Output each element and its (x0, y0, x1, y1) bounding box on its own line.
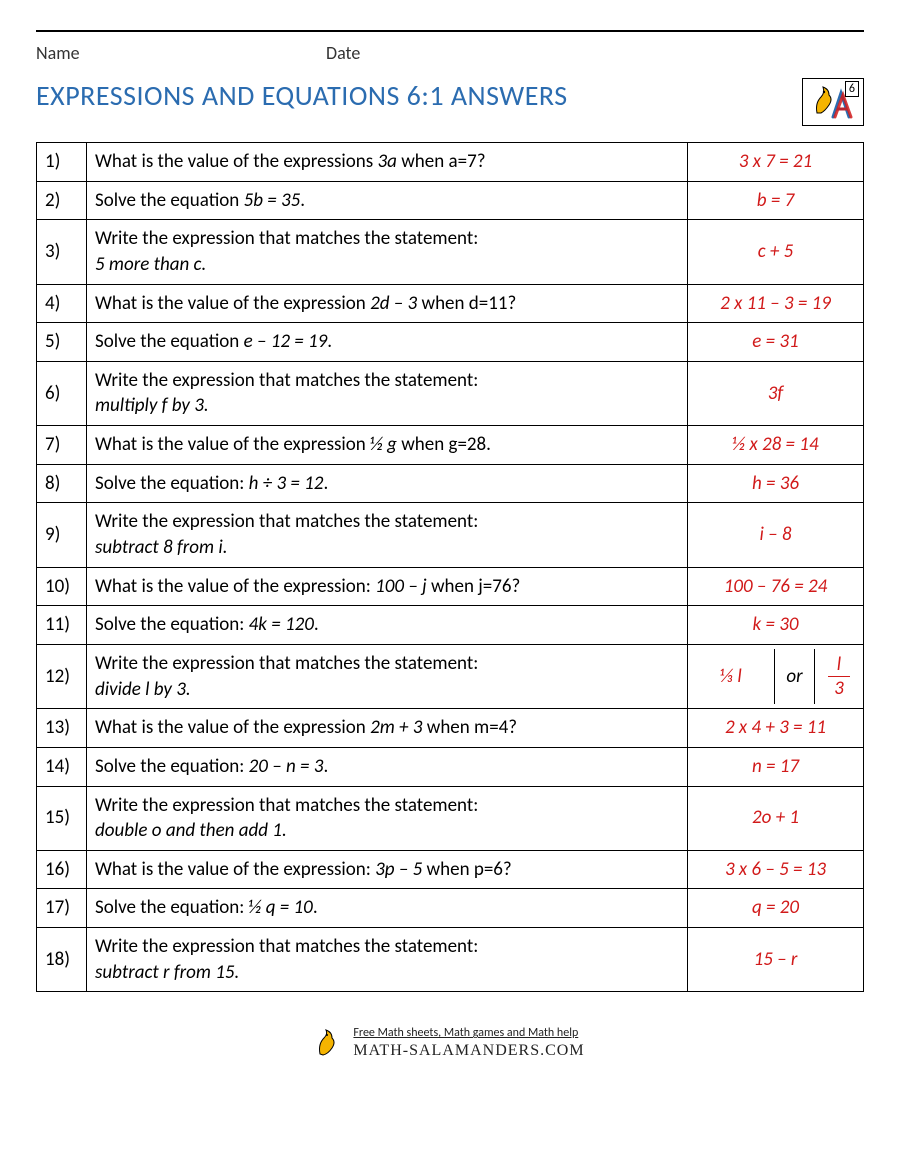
header-row: EXPRESSIONS AND EQUATIONS 6:1 ANSWERS 6 (36, 78, 864, 126)
table-row: 9)Write the expression that matches the … (37, 503, 864, 567)
footer: Free Math sheets, Math games and Math he… (36, 1026, 864, 1063)
answer-cell: 15 – r (688, 928, 864, 992)
question-cell: Solve the equation: 4k = 120. (87, 606, 688, 645)
row-number: 9) (37, 503, 87, 567)
question-cell: Write the expression that matches the st… (87, 361, 688, 425)
brand-logo: 6 (802, 78, 864, 126)
question-cell: What is the value of the expression: 3p … (87, 850, 688, 889)
page-title: EXPRESSIONS AND EQUATIONS 6:1 ANSWERS (36, 78, 568, 113)
row-number: 4) (37, 284, 87, 323)
row-number: 2) (37, 181, 87, 220)
table-row: 10)What is the value of the expression: … (37, 567, 864, 606)
question-cell: Solve the equation: ½ q = 10. (87, 889, 688, 928)
top-fields: Name Date (36, 30, 864, 64)
answer-cell: ⅓ lorl3 (688, 644, 864, 708)
row-number: 5) (37, 323, 87, 362)
table-row: 16)What is the value of the expression: … (37, 850, 864, 889)
table-row: 8)Solve the equation: h ÷ 3 = 12.h = 36 (37, 464, 864, 503)
answer-cell: 100 – 76 = 24 (688, 567, 864, 606)
answer-cell: 3f (688, 361, 864, 425)
row-number: 7) (37, 426, 87, 465)
question-cell: What is the value of the expressions 3a … (87, 143, 688, 182)
answer-cell: h = 36 (688, 464, 864, 503)
question-cell: Solve the equation e – 12 = 19. (87, 323, 688, 362)
row-number: 8) (37, 464, 87, 503)
footer-text: Free Math sheets, Math games and Math he… (353, 1026, 584, 1060)
table-row: 6)Write the expression that matches the … (37, 361, 864, 425)
answer-cell: k = 30 (688, 606, 864, 645)
question-cell: What is the value of the expression 2m +… (87, 709, 688, 748)
question-cell: What is the value of the expression ½ g … (87, 426, 688, 465)
table-row: 15)Write the expression that matches the… (37, 786, 864, 850)
date-label: Date (326, 42, 360, 64)
row-number: 16) (37, 850, 87, 889)
question-cell: What is the value of the expression 2d –… (87, 284, 688, 323)
answer-cell: 2 x 11 – 3 = 19 (688, 284, 864, 323)
table-row: 18)Write the expression that matches the… (37, 928, 864, 992)
row-number: 14) (37, 747, 87, 786)
table-row: 1)What is the value of the expressions 3… (37, 143, 864, 182)
answer-cell: e = 31 (688, 323, 864, 362)
answer-cell: i – 8 (688, 503, 864, 567)
table-row: 2)Solve the equation 5b = 35.b = 7 (37, 181, 864, 220)
row-number: 13) (37, 709, 87, 748)
question-cell: Solve the equation: 20 – n = 3. (87, 747, 688, 786)
answer-cell: 3 x 6 – 5 = 13 (688, 850, 864, 889)
table-row: 5)Solve the equation e – 12 = 19.e = 31 (37, 323, 864, 362)
question-cell: Write the expression that matches the st… (87, 503, 688, 567)
question-cell: Solve the equation: h ÷ 3 = 12. (87, 464, 688, 503)
salamander-icon (315, 1028, 345, 1058)
answer-cell: q = 20 (688, 889, 864, 928)
question-cell: Write the expression that matches the st… (87, 644, 688, 708)
footer-tagline: Free Math sheets, Math games and Math he… (353, 1026, 584, 1040)
table-row: 3)Write the expression that matches the … (37, 220, 864, 284)
answer-cell: 3 x 7 = 21 (688, 143, 864, 182)
table-row: 4)What is the value of the expression 2d… (37, 284, 864, 323)
table-row: 7)What is the value of the expression ½ … (37, 426, 864, 465)
table-row: 17)Solve the equation: ½ q = 10.q = 20 (37, 889, 864, 928)
row-number: 3) (37, 220, 87, 284)
row-number: 10) (37, 567, 87, 606)
footer-brand: MATH-SALAMANDERS.COM (353, 1041, 584, 1060)
grade-badge: 6 (845, 81, 859, 97)
question-cell: What is the value of the expression: 100… (87, 567, 688, 606)
worksheet-table: 1)What is the value of the expressions 3… (36, 142, 864, 992)
row-number: 18) (37, 928, 87, 992)
row-number: 12) (37, 644, 87, 708)
table-row: 14)Solve the equation: 20 – n = 3.n = 17 (37, 747, 864, 786)
answer-cell: n = 17 (688, 747, 864, 786)
table-row: 13)What is the value of the expression 2… (37, 709, 864, 748)
question-cell: Write the expression that matches the st… (87, 786, 688, 850)
name-label: Name (36, 42, 326, 64)
answer-cell: 2 x 4 + 3 = 11 (688, 709, 864, 748)
table-row: 11)Solve the equation: 4k = 120.k = 30 (37, 606, 864, 645)
question-cell: Write the expression that matches the st… (87, 220, 688, 284)
question-cell: Write the expression that matches the st… (87, 928, 688, 992)
answer-cell: 2o + 1 (688, 786, 864, 850)
worksheet-body: 1)What is the value of the expressions 3… (37, 143, 864, 992)
answer-cell: ½ x 28 = 14 (688, 426, 864, 465)
worksheet-page: Name Date EXPRESSIONS AND EQUATIONS 6:1 … (0, 0, 900, 1083)
row-number: 17) (37, 889, 87, 928)
table-row: 12)Write the expression that matches the… (37, 644, 864, 708)
question-cell: Solve the equation 5b = 35. (87, 181, 688, 220)
answer-cell: b = 7 (688, 181, 864, 220)
row-number: 11) (37, 606, 87, 645)
row-number: 1) (37, 143, 87, 182)
answer-cell: c + 5 (688, 220, 864, 284)
row-number: 15) (37, 786, 87, 850)
row-number: 6) (37, 361, 87, 425)
